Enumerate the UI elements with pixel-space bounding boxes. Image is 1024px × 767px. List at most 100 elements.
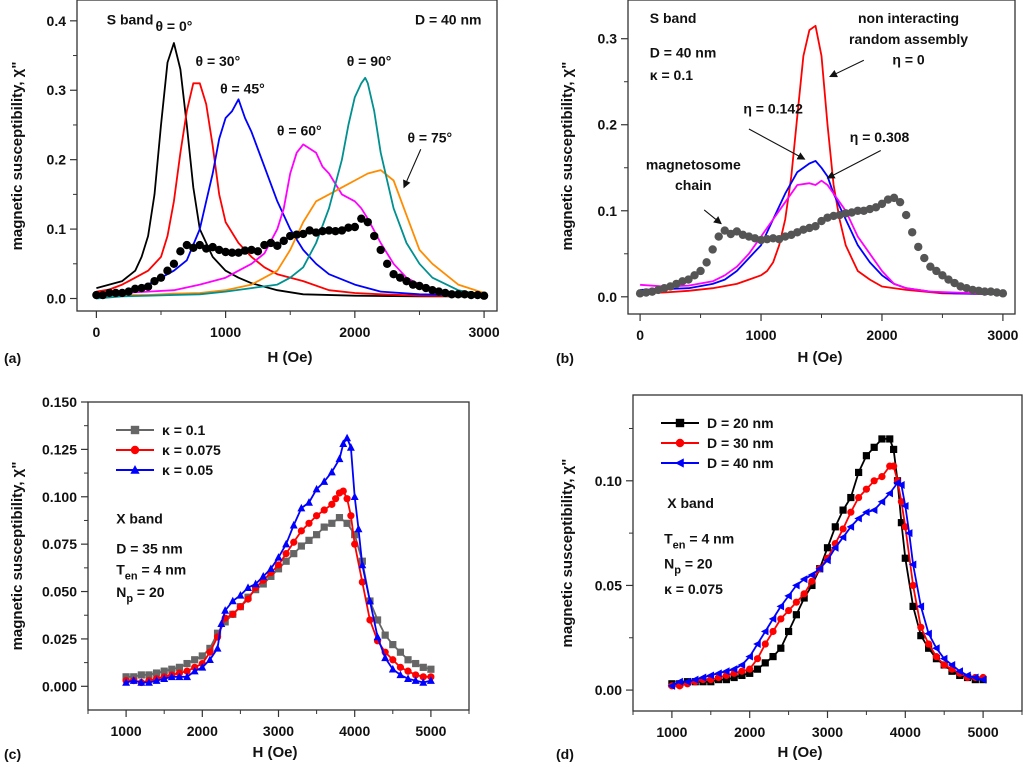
data-point [350,222,360,232]
marker-triangle-left [862,508,870,517]
x-axis-title: H (Oe) [798,349,843,366]
annotation: D = 35 nm [116,541,183,557]
panel-d: 1000 2000 3000 4000 5000 0.00 0.05 0.10 H (Oe) ma… [556,394,1023,762]
marker-triangle [305,498,313,506]
y-tick-label: 0.05 [595,577,622,593]
annotation: S band [107,11,154,27]
marker-square [267,572,275,580]
series-line [640,179,1003,296]
annotation: Ten = 4 nm [664,531,734,552]
data-point [176,247,185,256]
annotation: θ = 75° [407,129,452,145]
marker-square [722,676,730,684]
data-point [932,266,941,276]
marker-circle [855,493,863,502]
marker-square [890,445,898,454]
marker-square [738,671,746,680]
series-line [96,82,485,298]
annotation-text: η = 0 [892,52,925,68]
marker-square [160,667,168,675]
y-tick-label: 0.0 [598,289,618,305]
series--75- [96,169,485,298]
data-point [421,283,431,293]
marker-triangle [343,433,352,442]
marker-square [777,644,785,652]
marker-circle [753,655,762,663]
series-line [96,143,485,296]
data-point [714,232,723,241]
marker-triangle-left [706,671,715,680]
series-d-20-nm [668,435,987,688]
marker-triangle [236,591,245,599]
y-tick-label: 0.2 [47,152,67,168]
annotation-text: S band [650,10,697,26]
marker-triangle [335,454,344,463]
data-point [118,288,127,298]
marker-circle [343,495,351,503]
data-point [428,285,437,295]
plot-frame [76,0,498,312]
marker-square [808,581,816,590]
data-point [473,290,482,300]
annotation-rest: = 20 [133,584,165,600]
marker-square [168,665,176,673]
annotation-text: η = 0.308 [850,129,910,145]
x-tick-label: 2000 [339,324,370,340]
marker-triangle [129,676,138,684]
marker-circle [412,671,420,679]
data-point [260,240,269,250]
annotation-arrow [403,149,422,189]
annotation-text: κ = 0.075 [664,581,723,597]
x-axis-title: H (Oe) [253,744,298,761]
data-point [402,276,411,286]
x-tick-label: 3000 [468,324,499,340]
y-tick-label: 0.0 [47,291,67,307]
data-point [143,282,153,291]
annotation: X band [667,495,714,511]
marker-triangle [297,503,306,512]
data-point [318,226,327,236]
annotation: S band [650,10,697,26]
series--0-075 [122,487,435,687]
annotation-arrow [748,128,806,160]
marker-circle [808,577,816,585]
marker-square [313,531,321,539]
marker-triangle [274,553,283,561]
annotation: θ = 60° [277,122,322,138]
data-point [344,223,353,232]
marker-triangle-left [924,629,932,638]
marker-triangle-left [897,481,905,489]
marker-circle [351,540,359,548]
x-tick-label: 1000 [745,327,776,343]
annotation-text: S band [107,11,154,27]
marker-circle [862,485,871,493]
marker-square [381,631,389,639]
marker-square [343,519,351,527]
x-tick-label: 1000 [656,724,687,740]
marker-circle [347,512,355,520]
marker-circle [282,550,290,558]
data-point [708,245,717,254]
marker-square [305,536,313,544]
x-tick-label: 2000 [734,724,765,740]
legend-label: κ = 0.1 [162,422,205,438]
marker-triangle-left [683,677,691,686]
data-point [357,214,366,223]
series--0- [96,42,485,298]
y-axis-title: magnetic susceptibility, χ" [559,459,576,648]
data-point [253,247,263,256]
marker-triangle [411,676,420,684]
marker-circle [901,523,909,531]
marker-triangle [213,644,222,652]
data-point [877,199,887,209]
marker-square [862,452,870,460]
data-point [889,193,899,203]
data-point [98,290,108,300]
marker-square [761,659,769,667]
marker-triangle-left [722,667,730,676]
data-point [298,229,308,239]
annotation-text: θ = 60° [277,122,322,138]
annotation-subscript: p [674,565,681,577]
data-point [279,236,288,246]
data-point [376,245,385,255]
